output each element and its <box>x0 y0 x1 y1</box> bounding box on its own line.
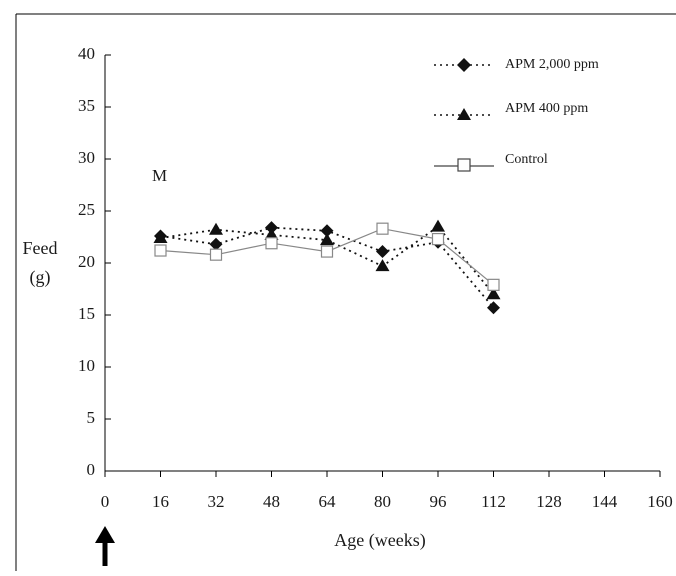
data-point-triangle <box>320 233 334 246</box>
y-axis-title-line2: (g) <box>30 267 51 288</box>
x-axis-title: Age (weeks) <box>334 530 425 551</box>
y-tick-label: 10 <box>78 356 95 375</box>
data-point-diamond <box>209 237 223 251</box>
x-tick-label: 144 <box>592 492 618 511</box>
data-point-triangle <box>209 222 223 235</box>
panel-label: M <box>152 166 167 185</box>
y-tick-label: 0 <box>87 460 96 479</box>
x-ticks: 0 16 32 48 64 80 96 112 128 144 160 <box>101 471 673 511</box>
data-point-square <box>487 278 500 291</box>
figure-frame <box>15 13 676 571</box>
legend-label-apm-400: APM 400 ppm <box>505 101 588 116</box>
x-tick-label: 112 <box>481 492 506 511</box>
y-tick-label: 20 <box>78 252 95 271</box>
x-tick-label: 0 <box>101 492 110 511</box>
start-arrow-icon <box>95 526 115 566</box>
series-apm-400-ppm <box>153 219 501 300</box>
legend-label-control: Control <box>505 152 548 167</box>
data-point-diamond <box>265 221 278 235</box>
legend-label-apm-2000: APM 2,000 ppm <box>505 57 599 72</box>
data-point-square <box>154 244 167 257</box>
legend-triangle-marker-icon <box>457 108 471 120</box>
x-tick-label: 96 <box>430 492 447 511</box>
legend-diamond-marker-icon <box>457 58 471 72</box>
series-layer <box>153 219 501 315</box>
data-point-triangle <box>264 227 279 240</box>
legend-item-apm-400: APM 400 ppm <box>434 101 588 120</box>
legend-item-control: Control <box>434 152 548 172</box>
series-control <box>154 222 500 291</box>
x-tick-label: 160 <box>647 492 673 511</box>
data-point-square <box>320 245 334 258</box>
x-tick-label: 48 <box>263 492 280 511</box>
data-point-triangle <box>153 231 168 244</box>
x-tick-label: 32 <box>208 492 225 511</box>
legend: APM 2,000 ppm APM 400 ppm Control <box>434 57 599 172</box>
y-tick-label: 40 <box>78 44 95 63</box>
y-tick-label: 30 <box>78 148 95 167</box>
y-tick-label: 25 <box>78 200 95 219</box>
data-point-diamond <box>487 301 500 315</box>
data-point-triangle <box>375 259 390 272</box>
data-point-square <box>209 248 223 261</box>
y-tick-label: 5 <box>87 408 96 427</box>
legend-square-marker-icon <box>457 158 471 172</box>
data-point-square <box>376 222 389 235</box>
data-point-square <box>431 232 445 246</box>
data-point-square <box>265 237 278 250</box>
y-tick-label: 35 <box>78 96 95 115</box>
y-tick-label: 15 <box>78 304 95 323</box>
legend-item-apm-2000: APM 2,000 ppm <box>434 57 599 72</box>
x-tick-label: 64 <box>319 492 337 511</box>
data-point-diamond <box>320 224 334 238</box>
y-ticks: 0 5 10 15 20 25 30 35 40 <box>78 44 111 479</box>
y-axis-title-line1: Feed <box>23 238 58 258</box>
x-tick-label: 16 <box>152 492 169 511</box>
x-tick-label: 80 <box>374 492 391 511</box>
data-point-triangle <box>431 219 445 232</box>
x-tick-label: 128 <box>536 492 562 511</box>
data-point-triangle <box>486 287 501 300</box>
data-point-diamond <box>376 245 389 259</box>
